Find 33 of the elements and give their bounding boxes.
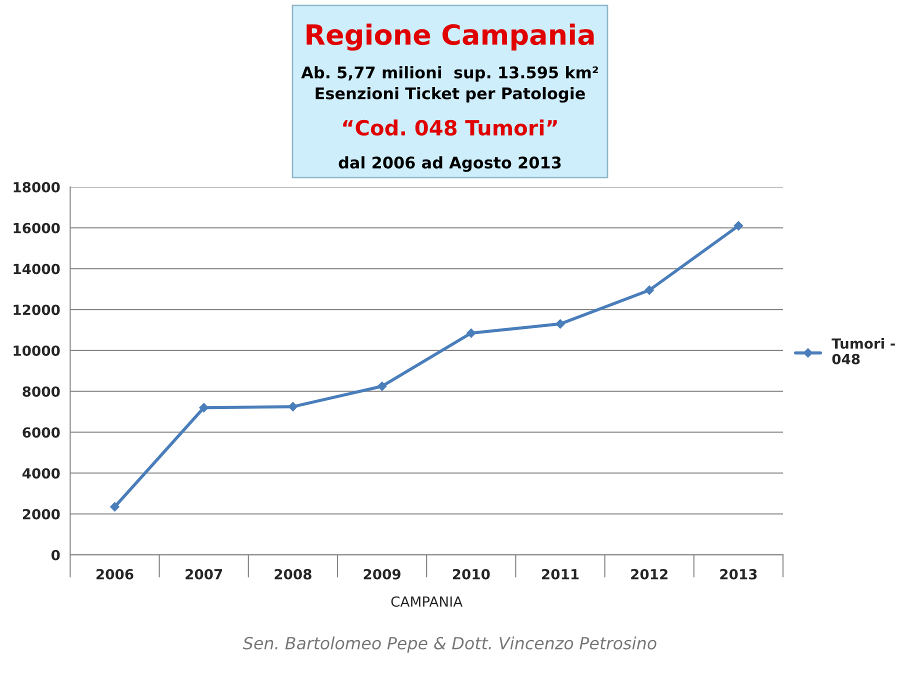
chart-subtitle: Ab. 5,77 milioni sup. 13.595 km² Esenzioni Ticket per Patologie — [301, 66, 598, 103]
x-tick-label: 2010 — [452, 568, 490, 580]
point — [377, 381, 387, 392]
x-tick-label: 2013 — [720, 568, 757, 580]
point — [466, 328, 476, 338]
y-tick-label: 0 — [51, 550, 60, 560]
point — [198, 402, 209, 413]
y-tick-label: 4000 — [22, 468, 60, 479]
y-tick-label: 12000 — [14, 304, 60, 316]
x-axis-title: CAMPANIA — [391, 596, 463, 607]
y-tick-label: 18000 — [14, 182, 60, 192]
chart-title: Regione Campania — [306, 24, 594, 51]
y-tick-label: 2000 — [22, 508, 60, 520]
x-tick-label: 2007 — [186, 568, 222, 580]
x-tick-label: 2009 — [364, 568, 400, 580]
point — [288, 402, 298, 412]
point — [555, 318, 566, 329]
point — [110, 502, 120, 512]
y-tick-label: 8000 — [22, 386, 60, 397]
text: Sen. Bartolomeo Pepe & Dott. Vincenzo Petrosino — [242, 636, 656, 653]
y-tick-label: 10000 — [14, 345, 60, 356]
point — [644, 285, 654, 296]
y-tick-label: 14000 — [14, 264, 60, 274]
x-tick-label: 2006 — [96, 568, 134, 580]
y-tick-label: 6000 — [22, 427, 60, 438]
x-tick-label: 2012 — [631, 568, 668, 580]
y-tick-label: 16000 — [14, 222, 60, 234]
text: “Cod. 048 Tumori” — [343, 120, 557, 136]
x-tick-label: 2008 — [274, 568, 312, 580]
legend-label: Tumori - 048 — [832, 338, 895, 364]
text: dal 2006 ad Agosto 2013 — [338, 156, 561, 172]
point — [734, 220, 744, 231]
x-tick-label: 2011 — [542, 568, 579, 580]
